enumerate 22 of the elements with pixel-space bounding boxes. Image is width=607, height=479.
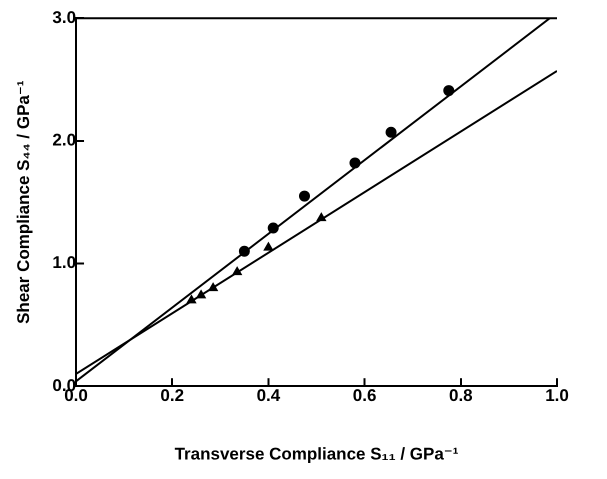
point bbox=[186, 294, 196, 304]
x-tick-label: 0.2 bbox=[160, 386, 184, 406]
point bbox=[316, 212, 326, 222]
point bbox=[208, 282, 218, 292]
y-tick-label: 2.0 bbox=[52, 130, 76, 150]
point bbox=[298, 190, 310, 202]
x-axis-title: Transverse Compliance S₁₁ / GPa⁻¹ bbox=[174, 444, 459, 464]
point bbox=[443, 85, 454, 96]
x-tick-label: 1.0 bbox=[545, 386, 569, 406]
x-tick-label: 0.4 bbox=[256, 386, 281, 406]
point bbox=[268, 222, 279, 234]
y-axis-title: Shear Compliance S₄₄ / GPa⁻¹ bbox=[14, 80, 33, 324]
x-tick-label: 0.6 bbox=[352, 386, 376, 406]
point bbox=[386, 126, 397, 138]
point bbox=[349, 157, 360, 168]
x-tick-label: 0.8 bbox=[448, 386, 473, 406]
point bbox=[238, 246, 250, 257]
point bbox=[264, 242, 274, 251]
point bbox=[232, 266, 242, 276]
y-tick-label: 1.0 bbox=[52, 253, 76, 272]
y-tick-label: 3.0 bbox=[52, 8, 76, 27]
point bbox=[196, 290, 206, 298]
